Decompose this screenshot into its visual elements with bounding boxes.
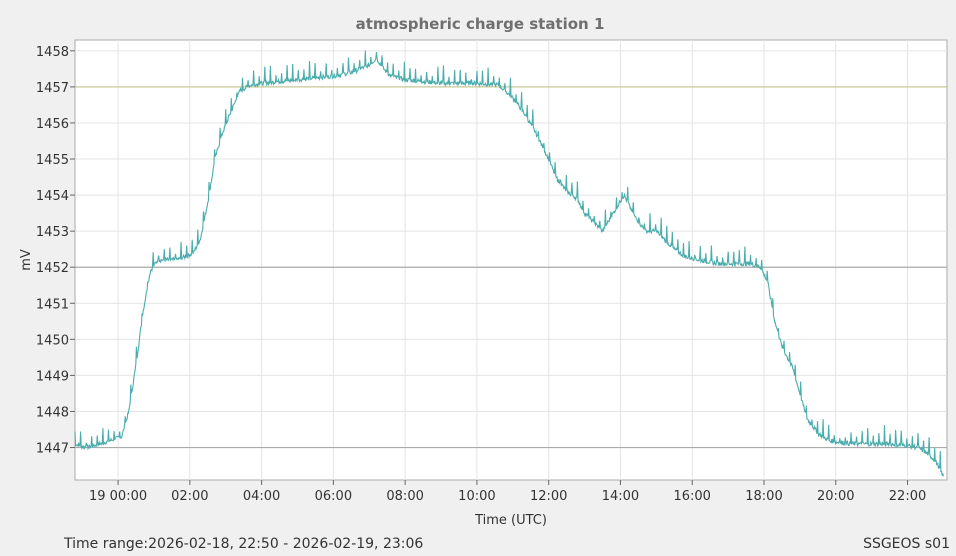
y-tick-label: 1450	[36, 333, 69, 348]
chart: atmospheric charge station 1 14471448144…	[19, 15, 948, 528]
y-tick-labels: 1447 1448 1449 1450 1451 1452 1453 1454 1455 1456…	[36, 45, 69, 457]
station-label: SSGEOS s01	[863, 536, 950, 552]
x-tick-label: 10:00	[458, 489, 495, 504]
x-tick-label: 20:00	[817, 489, 854, 504]
x-tick-label: 19 00:00	[89, 489, 147, 504]
time-range-label: Time range:2026-02-18, 22:50 - 2026-02-1…	[64, 536, 424, 552]
x-tick-label: 12:00	[530, 489, 567, 504]
y-tick-label: 1456	[36, 117, 69, 132]
y-tick-label: 1451	[36, 297, 69, 312]
x-tick-label: 14:00	[602, 489, 639, 504]
series-group	[74, 50, 944, 477]
y-tick-label: 1448	[36, 405, 69, 420]
x-tick-label: 06:00	[315, 489, 352, 504]
x-tick-labels: 19 00:00 02:00 04:00 06:00 08:00 10:00 12:00 14…	[89, 489, 926, 504]
y-tick-label: 1455	[36, 153, 69, 168]
y-tick-label: 1449	[36, 369, 69, 384]
x-tick-label: 18:00	[745, 489, 782, 504]
x-tick-label: 08:00	[386, 489, 423, 504]
x-tick-label: 22:00	[889, 489, 926, 504]
x-tick-label: 04:00	[243, 489, 280, 504]
plot-area-background	[74, 39, 948, 481]
y-axis-label: mV	[19, 249, 34, 271]
y-tick-label: 1454	[36, 189, 69, 204]
x-gridlines	[117, 40, 909, 485]
x-tick-label: 16:00	[673, 489, 710, 504]
x-axis-label: Time (UTC)	[474, 513, 547, 528]
series-line	[74, 50, 944, 477]
y-tick-label: 1457	[36, 81, 69, 96]
chart-title: atmospheric charge station 1	[356, 15, 605, 33]
x-tick-label: 02:00	[171, 489, 208, 504]
y-tick-label: 1447	[36, 442, 69, 457]
y-tick-label: 1453	[36, 225, 69, 240]
y-tick-label: 1452	[36, 261, 69, 276]
y-tick-label: 1458	[36, 45, 69, 60]
